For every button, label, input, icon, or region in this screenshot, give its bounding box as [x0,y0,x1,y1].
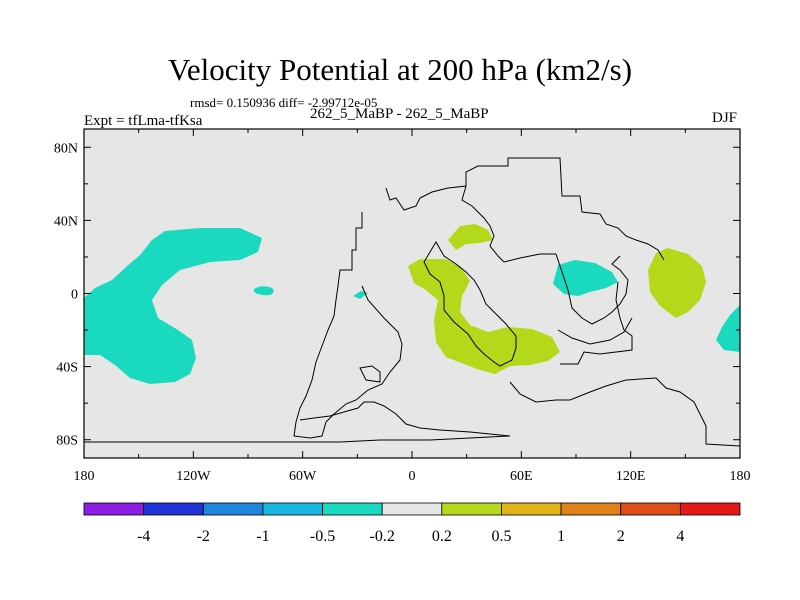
coast-africa [423,241,517,367]
x-tick-label: 0 [409,469,416,484]
coast-antarctic-peninsula [299,401,511,437]
colorbar-box [262,502,323,516]
coast-americas [293,212,403,439]
x-tick-label: 60E [510,469,533,484]
y-tick-label: 0 [71,288,78,303]
coast-south-ocean [509,377,741,447]
x-tick-label: 120E [616,469,646,484]
stats-label: rmsd= 0.150936 diff= -2.99712e-05 [190,95,378,110]
x-tick-label: 60W [289,469,317,484]
region-pos-wpacific [648,248,706,318]
shaded-regions [84,224,740,384]
colorbar-box [620,502,681,516]
colorbar-box [381,502,443,516]
y-tick-label: 80N [54,141,78,156]
colorbar-box [560,502,622,516]
y-tick-label: 40N [54,214,78,229]
colorbar-box [441,502,502,516]
colorbar-label: -0.2 [370,528,395,545]
colorbar-label: -0.5 [310,528,335,545]
x-tick-label: 180 [74,469,95,484]
coast-antarctica [83,435,511,443]
x-tick-label: 120W [176,469,211,484]
region-pos-mideast [448,224,493,250]
colorbar-label: 2 [617,528,625,545]
colorbar-label: -1 [256,528,269,545]
coast-maritime [557,317,633,345]
colorbar-label: 4 [676,528,684,545]
colorbar-box [322,502,383,516]
colorbar-box [501,502,562,516]
comparison-label: 262_5_MaBP - 262_5_MaBP [310,106,489,122]
colorbar-labels: -4 -2 -1 -0.5 -0.2 0.2 0.5 1 2 4 [137,528,684,545]
colorbar-label: -4 [137,528,150,545]
colorbar-box [143,502,204,516]
colorbar-label: 0.2 [432,528,452,545]
coast-europe-africa [461,185,556,263]
map-background [84,129,740,458]
region-neg-indian [553,260,618,296]
colorbar-box [83,502,145,516]
season-label: DJF [712,110,738,126]
experiment-label: Expt = tfLma-tfKsa [84,113,203,129]
coast-asia-south [555,253,629,325]
axis-ticks [83,129,741,458]
coast-australia [560,281,633,365]
x-tick-label: 180 [730,469,751,484]
region-neg-pacific [84,228,262,384]
colorbar-box [679,502,741,516]
colorbar [83,502,741,516]
region-pos-africa [408,259,560,374]
coastlines [83,157,741,447]
axis-tick-labels: 180 120W 60W 0 60E 120E 180 80N 40N 0 40S 80S [54,141,751,484]
region-neg-atlantic [353,291,368,299]
y-tick-label: 40S [56,361,78,376]
colorbar-label: -2 [197,528,210,545]
colorbar-label: 1 [557,528,565,545]
region-neg-patch-110w [254,286,274,296]
coast-eurasia-north [385,157,665,261]
chart-title: Velocity Potential at 200 hPa (km2/s) [167,52,633,87]
colorbar-box [202,502,264,516]
region-neg-swpacific [716,305,740,352]
y-tick-label: 80S [56,434,78,449]
colorbar-label: 0.5 [491,528,511,545]
coast-nz [359,365,381,383]
